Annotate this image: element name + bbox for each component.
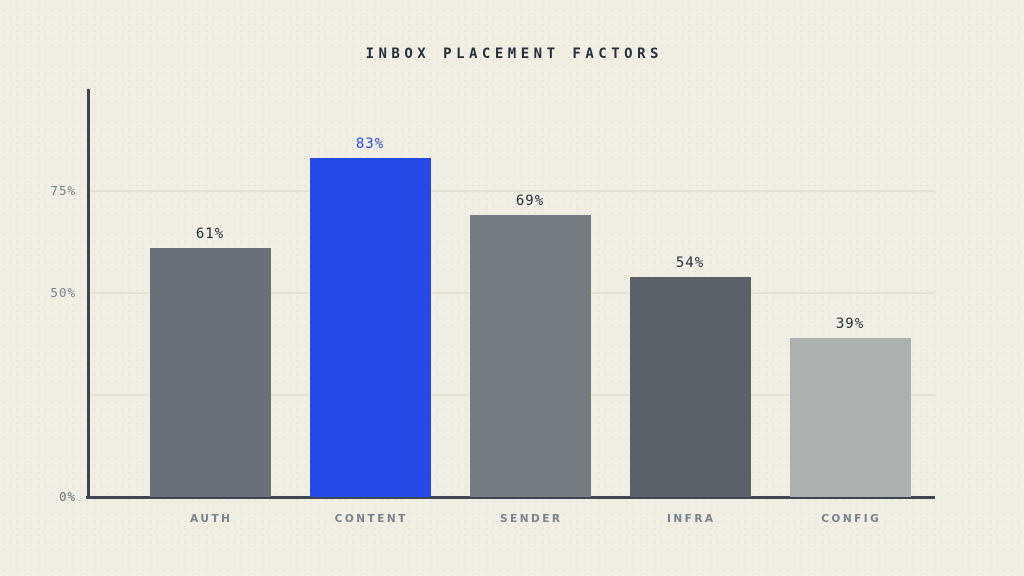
bar-value-label-config: 39% bbox=[835, 315, 865, 332]
x-category-label-config: CONFIG bbox=[821, 513, 882, 525]
y-tick-label-50: 50% bbox=[50, 285, 76, 300]
gridline-75 bbox=[90, 190, 935, 192]
bar-content bbox=[309, 158, 431, 497]
bar-value-label-auth: 61% bbox=[195, 226, 225, 243]
bar-infra bbox=[629, 276, 751, 497]
x-category-label-infra: INFRA bbox=[666, 513, 716, 525]
y-axis-line bbox=[87, 89, 90, 499]
x-category-label-auth: AUTH bbox=[190, 513, 233, 525]
bar-value-label-sender: 69% bbox=[515, 193, 545, 210]
y-tick-label-0: 0% bbox=[58, 489, 76, 504]
bar-config bbox=[789, 337, 911, 497]
chart-title: INBOX PLACEMENT FACTORS bbox=[365, 46, 663, 62]
x-category-label-content: CONTENT bbox=[334, 513, 408, 525]
x-axis-line bbox=[86, 496, 935, 499]
x-category-label-sender: SENDER bbox=[500, 513, 563, 525]
bar-auth bbox=[149, 248, 271, 497]
bar-value-label-content: 83% bbox=[355, 136, 385, 153]
bar-value-label-infra: 54% bbox=[675, 254, 705, 271]
y-tick-label-0-base: 0% bbox=[58, 489, 76, 504]
y-tick-label-75: 75% bbox=[50, 183, 76, 198]
bar-sender bbox=[469, 215, 591, 497]
